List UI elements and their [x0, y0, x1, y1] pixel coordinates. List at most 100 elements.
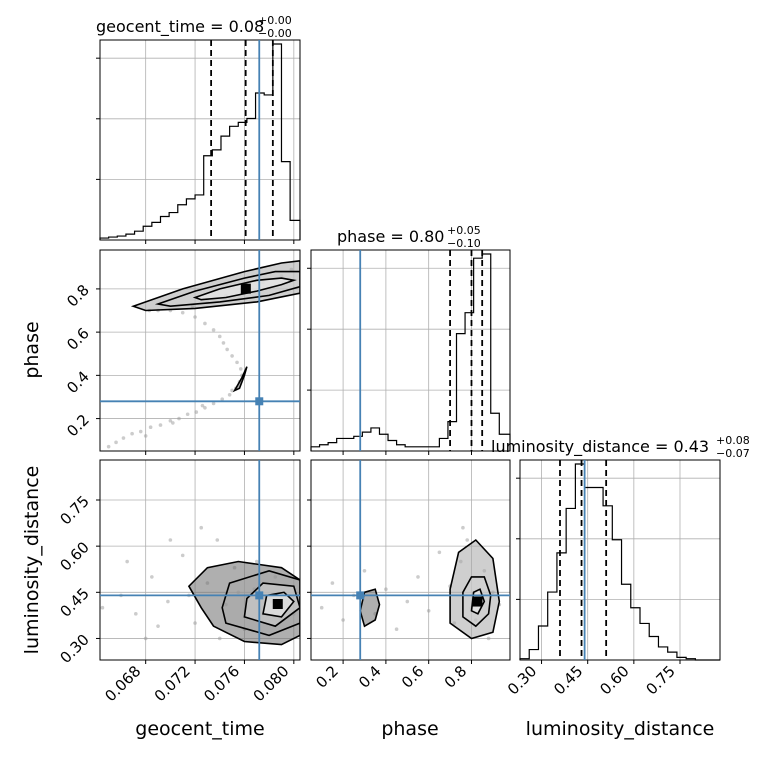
title-ld-name: luminosity_distance [491, 437, 650, 457]
sample-point [341, 618, 345, 622]
ylabel-luminosity-distance: luminosity_distance [21, 466, 43, 655]
sample-point [193, 315, 197, 319]
contour-level [232, 366, 248, 393]
sample-point [215, 538, 220, 542]
sample-point [168, 418, 173, 423]
xtick-label-geocent_time-0: 0.068 [101, 662, 144, 705]
truth-marker [255, 397, 264, 406]
sample-point [426, 608, 431, 613]
plot-area [106, 259, 300, 449]
title-geocent-plus: +0.00 [258, 14, 292, 27]
sample-point [143, 636, 148, 641]
sample-point [362, 568, 367, 573]
sample-point [235, 360, 239, 365]
title-geocent-minus: −0.00 [258, 27, 292, 40]
sample-point [238, 367, 243, 371]
sample-point [100, 605, 105, 610]
xtick-label-geocent_time-1: 0.072 [151, 662, 194, 705]
sample-point [130, 431, 134, 436]
title-phase-minus: −0.10 [447, 237, 481, 250]
sample-point [199, 525, 204, 530]
title-ld-plus: +0.08 [716, 434, 750, 447]
xtick-label-geocent_time-2: 0.076 [200, 662, 243, 705]
panel-phase-vs-geocent_time [96, 249, 301, 455]
density-peak [472, 596, 483, 607]
ytick-label-luminosity_distance_y-0: 0.30 [56, 631, 92, 667]
sample-point [185, 412, 190, 417]
truth-marker [255, 591, 264, 600]
ytick-label-luminosity_distance_y-2: 0.60 [56, 538, 92, 574]
sample-point [230, 354, 234, 358]
xtick-label-phase_x-0: 0.2 [312, 662, 342, 692]
sample-point [125, 559, 129, 564]
sample-point [461, 525, 465, 530]
sample-point [194, 410, 199, 414]
frame [310, 249, 511, 452]
sample-point [330, 581, 335, 585]
sample-point [211, 328, 216, 332]
sample-point [106, 444, 111, 449]
panel-phase-vs-phase [307, 249, 511, 455]
title-ld-value: 0.43 [673, 437, 709, 456]
sample-point [114, 440, 118, 445]
xtick-label-geocent_time-3: 0.080 [250, 662, 293, 705]
svg-text:phase = 0.80: phase = 0.80 [337, 227, 444, 246]
xtick-label-luminosity_distance_x-1: 0.45 [550, 662, 586, 698]
sample-point [158, 423, 163, 427]
sample-point [486, 636, 491, 641]
ytick-label-phase_y-0: 0.2 [63, 411, 93, 441]
histogram-phase [310, 253, 511, 451]
sample-point [150, 575, 154, 579]
panel-luminosity_distance-vs-luminosity_distance [516, 459, 721, 664]
sample-point [121, 436, 126, 440]
title-phase-name: phase [337, 227, 385, 246]
sample-point [203, 405, 207, 410]
sample-point [177, 416, 181, 421]
sample-point [394, 627, 399, 632]
sample-point [200, 403, 205, 408]
sample-point [180, 553, 185, 558]
ylabel-phase: phase [21, 321, 43, 378]
sample-point [254, 559, 259, 564]
frame [99, 249, 301, 452]
sample-point [138, 429, 143, 434]
xtick-label-phase_x-3: 0.8 [441, 662, 471, 692]
frame [519, 459, 721, 661]
title-geocent-time: geocent_time = 0.08 +0.00 −0.00 [96, 14, 292, 40]
ytick-label-luminosity_distance_y-1: 0.45 [56, 584, 92, 620]
ytick-label-luminosity_distance_y-3: 0.75 [56, 492, 92, 528]
sample-point [217, 334, 222, 339]
sample-point [319, 605, 324, 610]
sample-point [227, 393, 232, 397]
sample-point [166, 599, 170, 604]
title-geocent-value: 0.08 [229, 17, 265, 36]
sample-point [465, 538, 470, 542]
title-geocent-name: geocent_time [96, 17, 205, 37]
sample-point [221, 341, 226, 345]
title-ld-minus: −0.07 [716, 447, 750, 460]
xlabel-geocent-time: geocent_time [135, 718, 264, 740]
title-luminosity-distance: luminosity_distance = 0.43 +0.08 −0.07 [491, 434, 750, 460]
title-phase-plus: +0.05 [447, 224, 481, 237]
xlabel-luminosity-distance: luminosity_distance [526, 718, 715, 740]
sample-point [203, 321, 207, 326]
xtick-label-phase_x-2: 0.6 [398, 662, 428, 692]
title-phase: phase = 0.80 +0.05 −0.10 [337, 224, 481, 250]
frame [310, 459, 511, 661]
sample-point [220, 397, 225, 401]
plot-area [100, 525, 300, 646]
panel-luminosity_distance-vs-phase [307, 459, 511, 664]
sample-point [168, 538, 173, 542]
xtick-label-phase_x-1: 0.4 [355, 662, 385, 692]
xlabel-phase: phase [381, 718, 438, 740]
panel-geocent_time-vs-geocent_time [96, 39, 301, 244]
svg-text:luminosity_distance = 0.43: luminosity_distance = 0.43 [491, 437, 709, 457]
density-peak [240, 283, 251, 294]
sample-point [405, 599, 410, 604]
sample-point [171, 421, 175, 425]
ytick-label-phase_y-3: 0.8 [63, 281, 93, 311]
sample-point [143, 434, 148, 438]
sample-point [193, 621, 197, 625]
sample-point [230, 388, 234, 393]
